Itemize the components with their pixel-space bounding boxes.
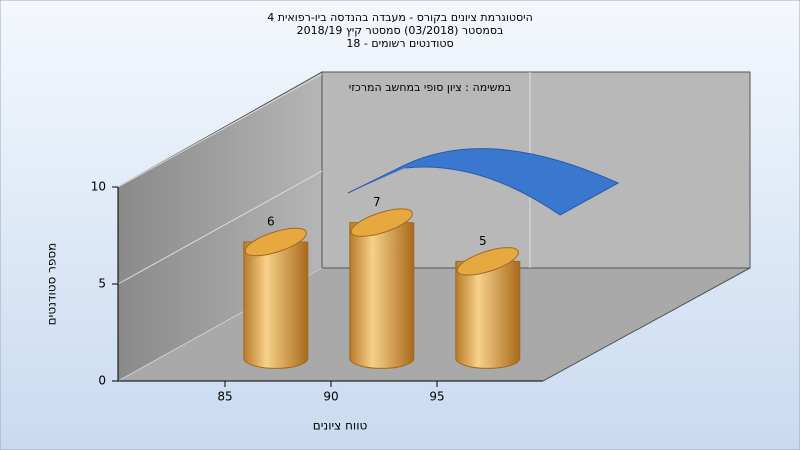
grid-line [117,73,323,188]
bar-top [456,247,519,276]
bar-top [244,227,307,257]
chart-title: סטודנטים רשומים - 18 [346,37,453,50]
value-label: 5 [479,234,487,248]
y-tick-label: 0 [98,374,106,388]
x-tick-label: 95 [429,390,444,404]
y-axis-label: מספר סטודנטים [45,243,59,326]
y-tick-label: 5 [98,277,106,291]
distribution-curve [347,148,620,216]
x-tick-label: 90 [323,390,338,404]
bar [349,222,415,369]
chart-title: בסמסטר (03/2018) סמסטר קיץ 2018/19 [297,24,504,37]
annotation: במשימה : ציון סופי במחשב המרכזי [349,81,512,94]
chart-title: היסטוגרמת ציונים בקורס - מעבדה בהנדסה בי… [267,11,533,24]
bar-top [350,208,413,237]
x-tick-label: 85 [217,390,232,404]
value-label: 6 [267,215,275,229]
bar [455,260,521,369]
y-tick-label: 10 [91,180,106,194]
bar [243,241,309,369]
value-label: 7 [373,195,381,209]
x-axis-label: טווח ציונים [313,419,368,433]
grid-line [117,170,323,285]
